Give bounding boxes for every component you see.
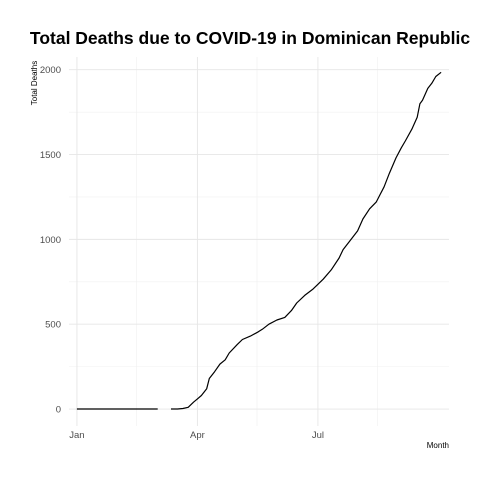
x-axis-ticks: Jan Apr Jul	[69, 430, 324, 441]
x-tick-label: Jul	[312, 430, 324, 441]
x-tick-label: Apr	[190, 430, 205, 441]
y-tick-label: 1500	[40, 150, 61, 161]
series-line	[171, 71, 442, 410]
grid-minor	[69, 57, 449, 426]
y-tick-label: 2000	[40, 65, 61, 76]
x-axis-title: Month	[427, 441, 449, 450]
y-tick-label: 0	[56, 405, 61, 416]
y-tick-label: 1000	[40, 235, 61, 246]
y-axis-title: Total Deaths	[30, 61, 39, 105]
grid-major	[69, 57, 449, 426]
y-axis-ticks: 0 500 1000 1500 2000	[40, 65, 61, 415]
y-tick-label: 500	[45, 320, 61, 331]
x-tick-label: Jan	[69, 430, 84, 441]
chart-title: Total Deaths due to COVID-19 in Dominica…	[30, 28, 470, 48]
series-layer	[76, 71, 442, 410]
